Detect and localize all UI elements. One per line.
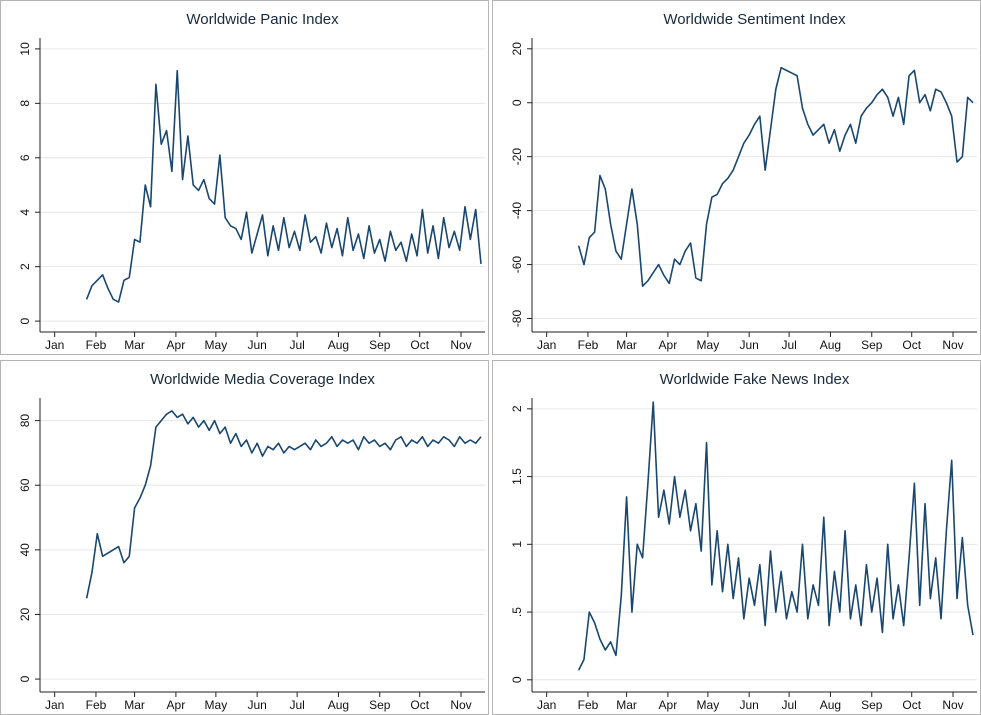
x-tick-label: Mar [616, 338, 637, 352]
x-tick-label: Jul [781, 698, 796, 712]
y-tick-label: -80 [510, 310, 524, 328]
y-tick-label: 8 [18, 100, 32, 107]
panel-frame [492, 0, 981, 355]
x-tick-label: Aug [820, 698, 841, 712]
series-line [85, 410, 482, 599]
x-tick-label: Nov [942, 338, 963, 352]
y-tick-label: 4 [18, 209, 32, 216]
x-tick-label: Jan [45, 338, 64, 352]
y-tick-label: .5 [510, 607, 524, 617]
panel: Worldwide Media Coverage Index 0 20 40 60 80 J… [0, 360, 489, 715]
x-tick-label: Oct [902, 698, 921, 712]
x-tick-label: Feb [86, 338, 107, 352]
x-tick-label: Jun [739, 698, 758, 712]
x-tick-label: Jul [289, 338, 304, 352]
x-tick-label: Jan [537, 698, 556, 712]
y-tick-label: 0 [510, 99, 524, 106]
x-tick-label: Oct [902, 338, 921, 352]
y-tick-label: 20 [18, 607, 32, 621]
y-tick-label: 20 [510, 42, 524, 56]
y-tick-label: -20 [510, 148, 524, 166]
x-tick-label: Aug [328, 698, 349, 712]
x-tick-label: Oct [410, 698, 429, 712]
x-tick-label: May [205, 338, 228, 352]
x-tick-label: Jan [537, 338, 556, 352]
x-tick-label: Jun [247, 698, 266, 712]
x-tick-label: Apr [659, 338, 678, 352]
panel-frame [492, 360, 981, 715]
y-tick-label: 6 [18, 154, 32, 161]
y-tick-label: 2 [510, 405, 524, 412]
x-tick-label: Sep [861, 338, 883, 352]
chart-title: Worldwide Sentiment Index [663, 11, 846, 28]
x-tick-label: Apr [167, 698, 186, 712]
panel: Worldwide Fake News Index 0 .5 1 1.5 2 Jan Feb M… [492, 360, 981, 715]
y-tick-label: 60 [18, 478, 32, 492]
x-tick-label: Sep [369, 338, 391, 352]
x-tick-label: Aug [328, 338, 349, 352]
x-tick-label: Nov [450, 698, 471, 712]
x-tick-label: Apr [167, 338, 186, 352]
x-tick-label: Feb [578, 338, 599, 352]
x-tick-label: Jun [739, 338, 758, 352]
x-tick-label: May [697, 698, 720, 712]
x-tick-label: Jul [781, 338, 796, 352]
x-tick-label: Mar [616, 698, 637, 712]
panel-frame [0, 360, 489, 715]
x-tick-label: Oct [410, 338, 429, 352]
x-tick-label: Nov [450, 338, 471, 352]
x-tick-label: Feb [86, 698, 107, 712]
y-tick-label: 0 [18, 317, 32, 324]
panel: Worldwide Sentiment Index -80 -60 -40 -20 0 20… [492, 0, 981, 355]
x-tick-label: Apr [659, 698, 678, 712]
y-tick-label: 80 [18, 414, 32, 428]
y-tick-label: 10 [18, 42, 32, 56]
x-tick-label: May [697, 338, 720, 352]
x-tick-label: May [205, 698, 228, 712]
y-tick-label: -60 [510, 256, 524, 274]
chart-title: Worldwide Fake News Index [660, 371, 850, 388]
series-line [85, 69, 482, 303]
series-line [577, 66, 974, 287]
x-tick-label: Aug [820, 338, 841, 352]
y-tick-label: 1.5 [510, 468, 524, 485]
panel: Worldwide Panic Index 0 2 4 6 8 10 Jan Feb Mar Apr… [0, 0, 489, 355]
x-tick-label: Sep [861, 698, 883, 712]
y-tick-label: 1 [510, 541, 524, 548]
y-tick-label: 0 [510, 676, 524, 683]
y-tick-label: 40 [18, 543, 32, 557]
x-tick-label: Jan [45, 698, 64, 712]
x-tick-label: Feb [578, 698, 599, 712]
x-tick-label: Nov [942, 698, 963, 712]
series-line [577, 401, 974, 671]
y-tick-label: 0 [18, 675, 32, 682]
x-tick-label: Sep [369, 698, 391, 712]
x-tick-label: Jun [247, 338, 266, 352]
chart-title: Worldwide Panic Index [186, 11, 339, 28]
x-tick-label: Jul [289, 698, 304, 712]
y-tick-label: -40 [510, 202, 524, 220]
panel-frame [0, 0, 489, 355]
x-tick-label: Mar [124, 698, 145, 712]
chart-title: Worldwide Media Coverage Index [150, 371, 375, 388]
y-tick-label: 2 [18, 263, 32, 270]
x-tick-label: Mar [124, 338, 145, 352]
